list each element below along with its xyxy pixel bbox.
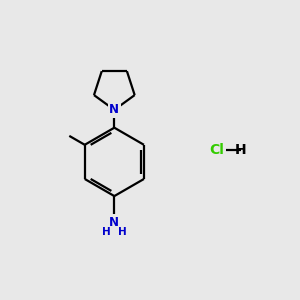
Text: H: H	[118, 227, 127, 237]
Text: H: H	[102, 227, 110, 237]
Text: Cl: Cl	[209, 143, 224, 157]
Text: H: H	[235, 143, 246, 157]
Text: N: N	[109, 216, 119, 229]
Text: N: N	[109, 103, 119, 116]
